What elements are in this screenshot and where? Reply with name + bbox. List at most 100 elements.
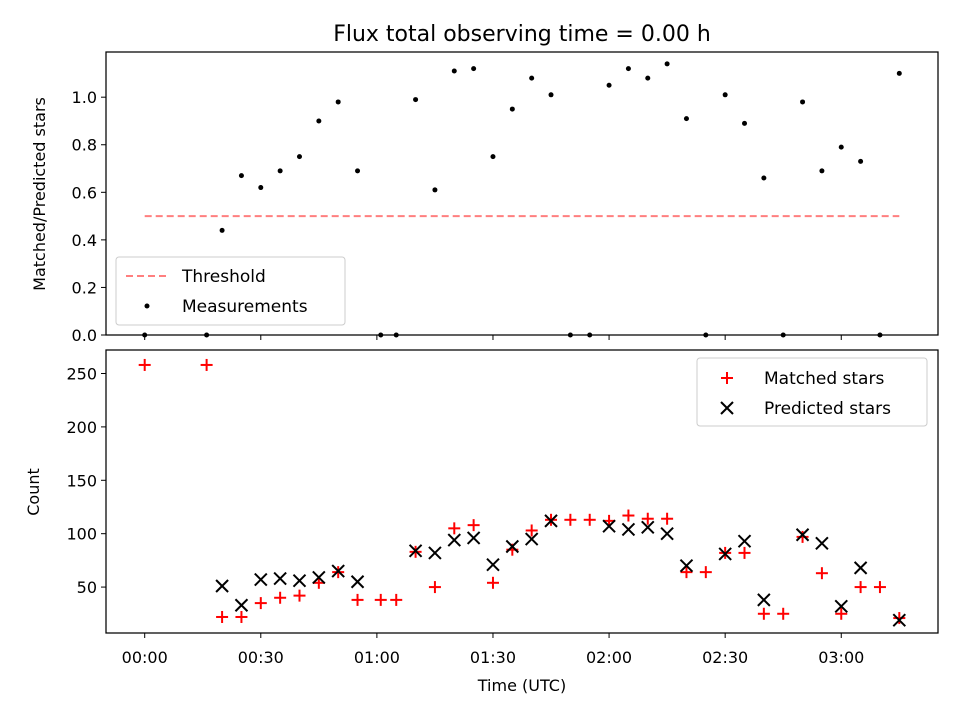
matched-legend-label: Matched stars [764,369,884,389]
matched-star-point [893,612,906,625]
measurement-point [664,61,670,67]
count-y-tick-label: 50 [77,578,97,597]
matched-star-point [641,512,654,525]
measurement-point [625,66,631,72]
predicted-star-point [757,593,771,607]
matched-star-point [374,593,387,606]
matched-star-point [564,513,577,526]
matched-star-point [583,513,596,526]
matched-star-point [835,607,848,620]
matched-star-point [390,593,403,606]
predicted-star-point [679,559,694,573]
x-axis-label: Time (UTC) [477,676,566,695]
predicted-star-point [215,579,229,593]
count-y-tick-label: 100 [66,525,97,544]
matched-star-point [467,519,480,532]
measurement-point [742,120,748,126]
predicted-star-point [486,557,500,572]
measurement-point [548,92,554,98]
matched-star-point [680,566,693,579]
measurement-point [451,68,457,74]
predicted-star-point [815,536,829,551]
predicted-legend-label: Predicted stars [764,399,891,419]
ratio-plot-frame [105,51,939,336]
count-y-tick-label: 200 [66,418,97,437]
matched-star-point [661,512,674,525]
measurement-point [722,92,728,98]
ratio-legend: Threshold Measurements [115,256,346,326]
ratio-legend-box [115,256,346,326]
matched-star-point [622,509,635,522]
measurement-point [509,106,515,112]
matched-star-point [815,567,828,580]
measurements-legend-label: Measurements [182,297,308,317]
ratio-y-tick-label: 0.0 [72,326,97,345]
x-tick-label: 01:00 [354,648,400,667]
count-y-tick-label: 150 [66,471,97,490]
predicted-star-point [660,526,674,541]
predicted-legend-swatch [720,401,734,415]
measurement-point [858,158,864,164]
matched-star-point [216,610,229,623]
matched-star-point [351,593,364,606]
ratio-y-tick-label: 0.6 [72,183,97,202]
predicted-star-point [408,544,423,558]
predicted-star-point [524,532,539,546]
matched-legend-swatch [721,372,733,384]
predicted-star-point [234,598,249,612]
predicted-star-point [853,561,868,575]
x-tick-label: 01:30 [470,648,516,667]
predicted-star-point [292,573,307,588]
ratio-y-axis-label: Matched/Predicted stars [30,97,49,291]
measurement-point [432,187,438,193]
measurement-point [471,66,477,72]
predicted-star-point [718,547,732,561]
x-tick-label: 00:30 [238,648,284,667]
predicted-star-point [737,534,752,548]
count-legend: Matched stars Predicted stars [696,357,928,427]
matched-star-point [525,524,538,537]
matched-star-point [796,530,809,543]
measurement-point [645,75,651,81]
predicted-star-point [273,571,287,586]
measurement-point [277,168,283,174]
measurement-point [355,168,361,174]
matched-star-point [428,581,441,594]
predicted-star-point [505,539,520,554]
predicted-star-point [621,522,636,537]
predicted-star-point [602,519,616,533]
ratio-y-tick-label: 1.0 [72,88,97,107]
matched-star-point [138,358,151,371]
x-tick-label: 00:00 [122,648,168,667]
measurement-point [819,168,825,174]
x-tick-label: 02:30 [702,648,748,667]
matched-star-point [757,607,770,620]
measurement-point [838,144,844,150]
matched-star-point [293,589,306,602]
ratio-y-tick-label: 0.4 [72,231,97,250]
predicted-star-point [892,613,907,627]
measurement-point [800,99,806,105]
ratio-y-tick-label: 0.2 [72,278,97,297]
matched-star-point [854,581,867,594]
matched-star-point [200,358,213,371]
matched-star-point [699,566,712,579]
measurement-point [316,118,322,124]
measurement-point [238,173,244,179]
chart-title: Flux total observing time = 0.00 h [333,22,711,47]
count-y-axis-label: Count [24,468,43,516]
measurement-point [896,70,902,76]
matched-star-point [274,591,287,604]
measurement-point [606,82,612,88]
matched-star-point [486,576,499,589]
matched-star-point [254,597,267,610]
measurement-point [529,75,535,81]
ratio-plot: 0.0 0.2 0.4 0.6 0.8 1.0 [72,61,902,345]
matched-star-point [873,581,886,594]
x-tick-label: 02:00 [586,648,632,667]
measurement-point [761,175,767,181]
matched-star-point [448,522,461,535]
count-plot-frame [105,349,939,634]
predicted-star-point [254,572,268,587]
